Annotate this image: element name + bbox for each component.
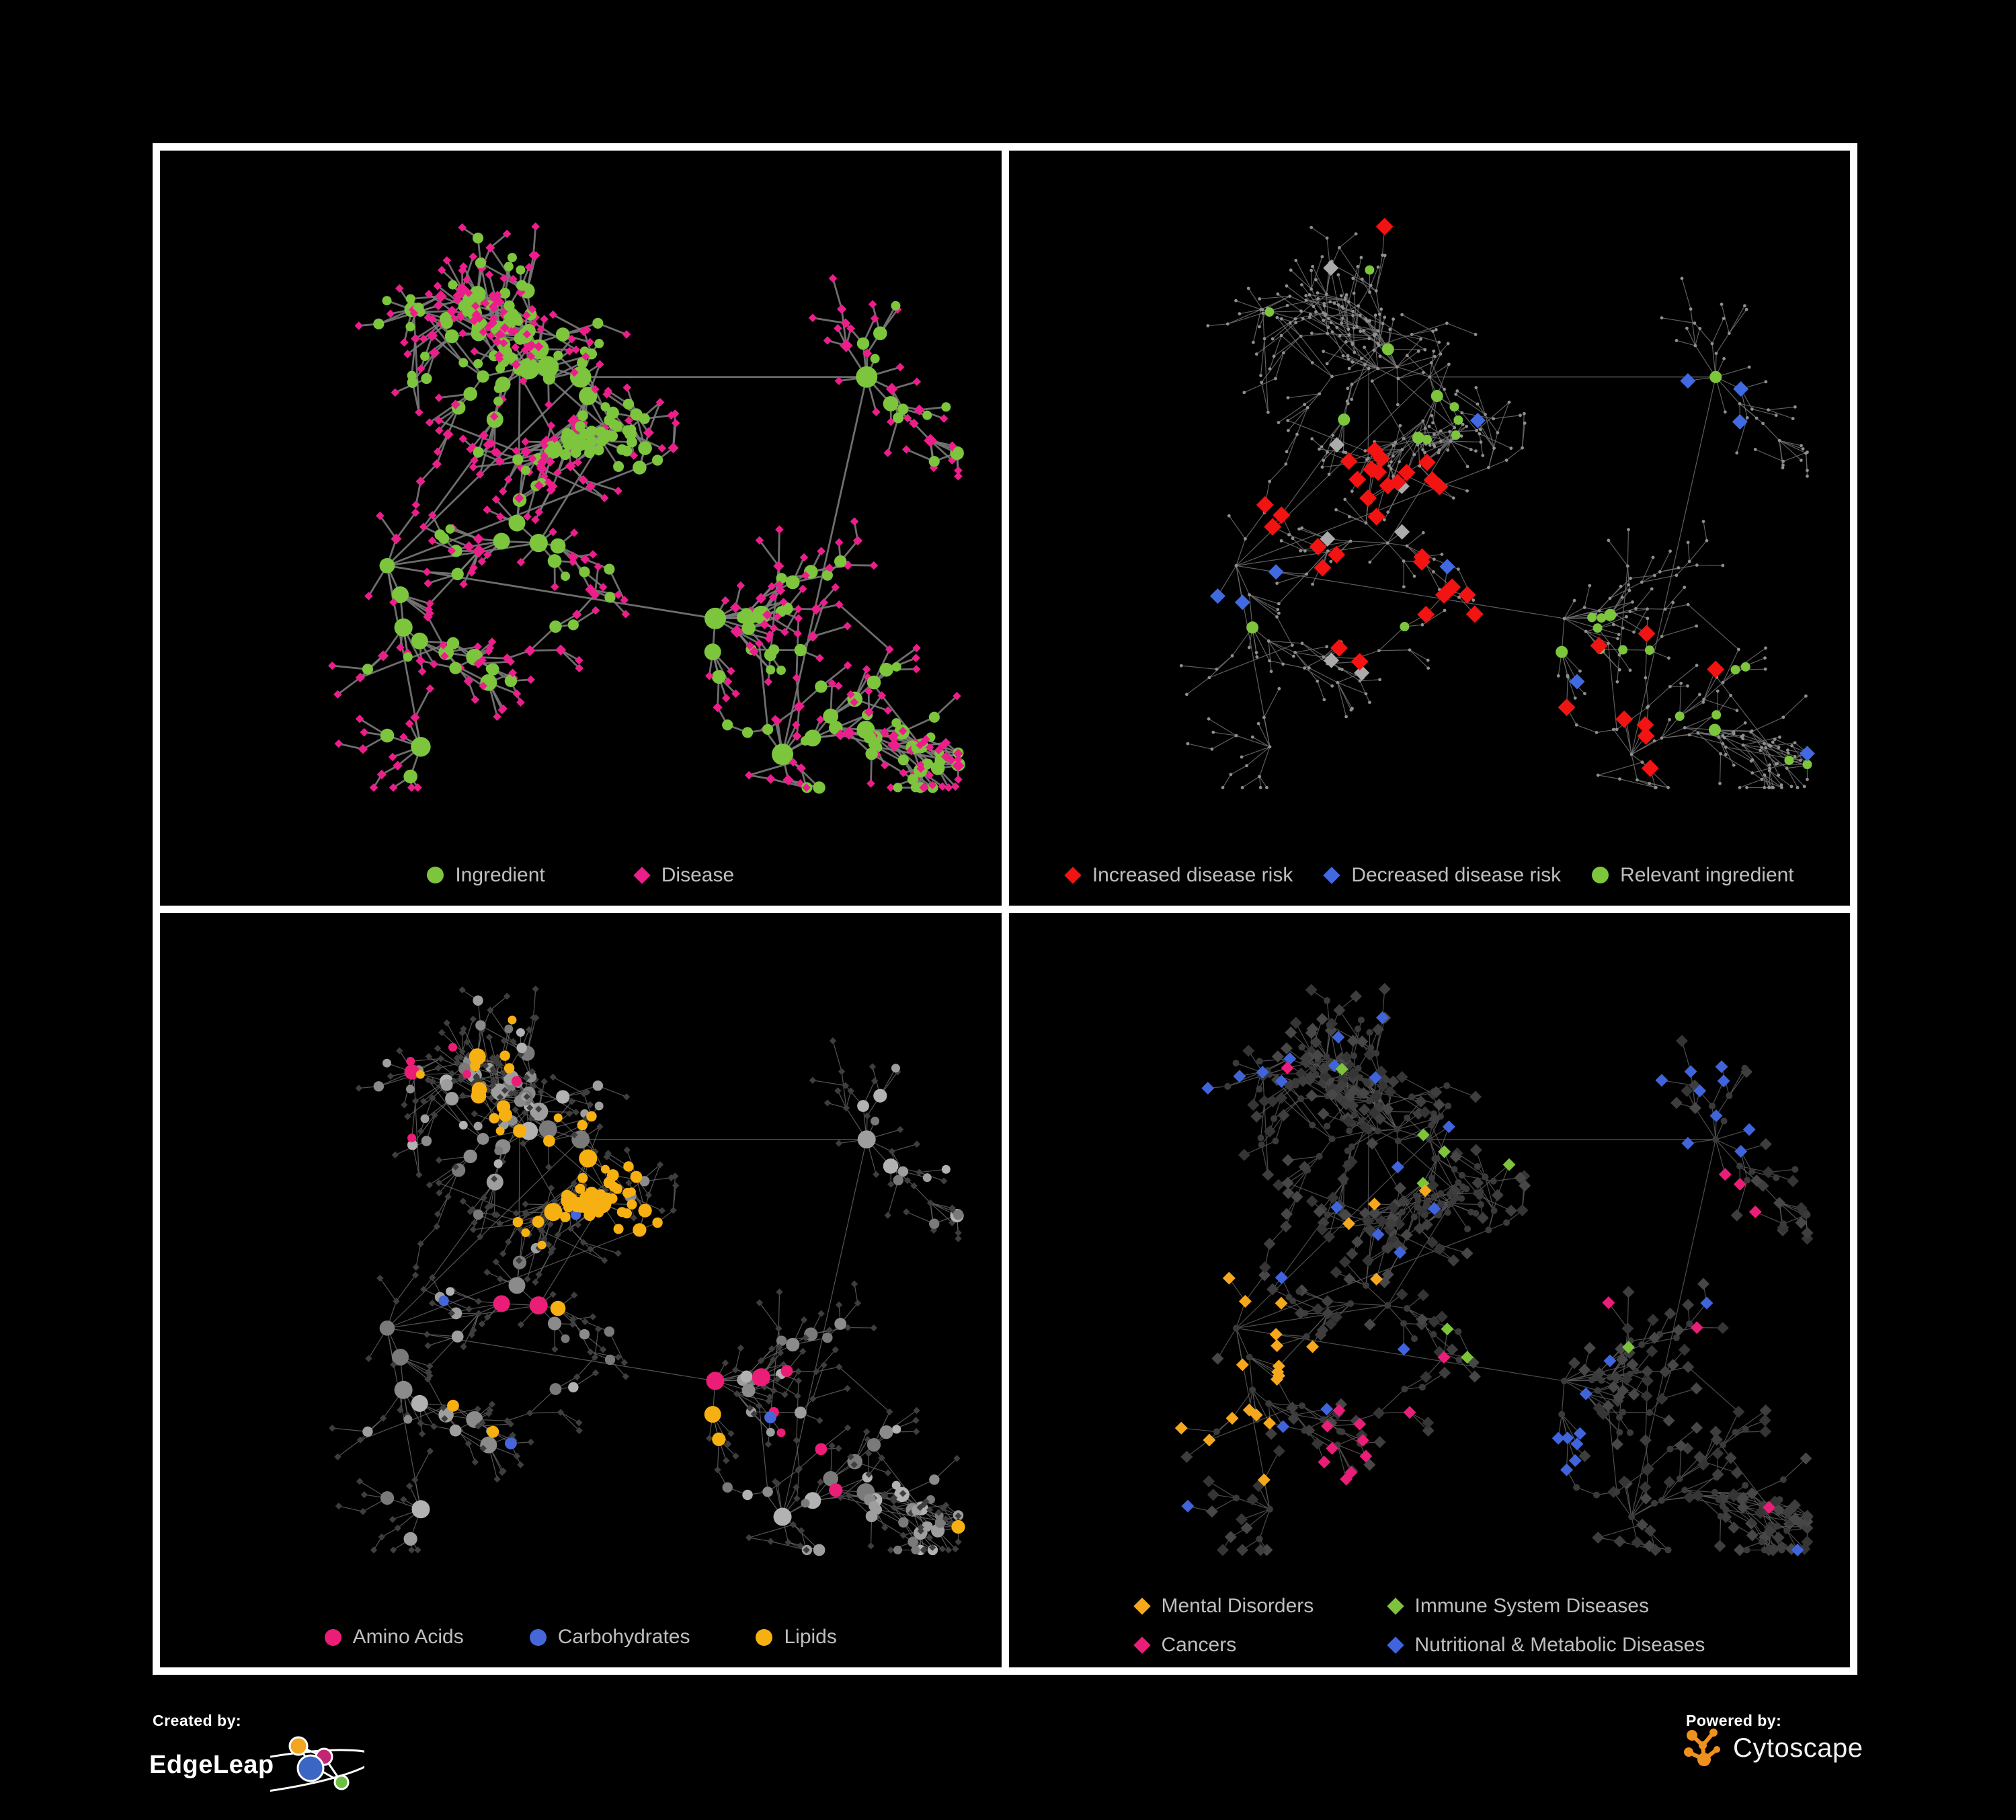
legend-label: Immune System Diseases <box>1414 1595 1649 1617</box>
legend: Amino Acids Carbohydrates Lipids <box>160 1626 1002 1649</box>
legend-label: Relevant ingredient <box>1620 863 1794 886</box>
legend-label: Increased disease risk <box>1092 863 1293 886</box>
legend-label: Lipids <box>784 1626 837 1648</box>
legend-swatch-circle-icon <box>1592 867 1609 883</box>
legend: Mental Disorders Immune System Diseases Ca… <box>1133 1595 1705 1657</box>
legend-item: Ingredient <box>427 864 545 887</box>
cytoscape-logo: Cytoscape <box>1683 1727 1863 1770</box>
legend-label: Cancers <box>1161 1634 1237 1656</box>
legend-swatch-diamond-icon <box>633 866 651 884</box>
legend-label: Amino Acids <box>352 1626 464 1648</box>
network-graph-ingredient-classes <box>329 985 965 1556</box>
legend-swatch-diamond-icon <box>1133 1636 1151 1654</box>
legend-swatch-diamond-icon <box>1323 866 1341 884</box>
panel-ingredient-disease: Ingredient Disease <box>160 151 1002 906</box>
edgeleap-logo: EdgeLeap <box>149 1731 364 1798</box>
panel-ingredient-classes: Amino Acids Carbohydrates Lipids <box>160 912 1002 1667</box>
edgeleap-network-icon <box>270 1736 364 1797</box>
legend: Ingredient Disease <box>160 864 1002 887</box>
panel-disease-categories: Mental Disorders Immune System Diseases Ca… <box>1008 912 1850 1667</box>
powered-by-label: Powered by: <box>1686 1712 1782 1729</box>
legend-label: Ingredient <box>455 863 545 886</box>
legend-label: Mental Disorders <box>1161 1595 1314 1617</box>
network-graph-disease-categories <box>1174 982 1813 1556</box>
legend-item: Decreased disease risk <box>1323 863 1562 887</box>
legend-item: Amino Acids <box>324 1626 464 1649</box>
legend-swatch-circle-icon <box>324 1628 341 1646</box>
edgeleap-wordmark: EdgeLeap <box>149 1750 274 1779</box>
legend-swatch-diamond-icon <box>1133 1597 1151 1615</box>
panel-disease-risk: Increased disease risk Decreased disease … <box>1008 151 1851 906</box>
figure-grid: Ingredient Disease Increased disease risk… <box>153 143 1857 1675</box>
legend-label: Carbohydrates <box>557 1626 690 1648</box>
network-graph-ingredient-disease <box>327 222 965 794</box>
legend-item: Nutritional & Metabolic Diseases <box>1386 1634 1705 1657</box>
legend-label: Disease <box>661 863 735 886</box>
cytoscape-network-icon <box>1684 1729 1720 1766</box>
network-graph-disease-risk <box>1179 218 1815 789</box>
legend-item: Immune System Diseases <box>1386 1595 1649 1618</box>
legend-item: Disease <box>633 863 735 887</box>
legend-item: Mental Disorders <box>1133 1595 1314 1618</box>
legend-swatch-diamond-icon <box>1386 1597 1404 1615</box>
legend-swatch-circle-icon <box>756 1628 773 1646</box>
legend-item: Carbohydrates <box>529 1626 690 1649</box>
legend-item: Cancers <box>1133 1634 1237 1657</box>
legend-swatch-circle-icon <box>427 867 444 883</box>
cytoscape-wordmark: Cytoscape <box>1733 1733 1863 1763</box>
legend-item: Increased disease risk <box>1064 863 1293 887</box>
legend: Increased disease risk Decreased disease … <box>1009 864 1851 887</box>
legend-swatch-diamond-icon <box>1386 1636 1404 1654</box>
legend-item: Relevant ingredient <box>1592 864 1794 887</box>
legend-swatch-circle-icon <box>529 1628 547 1646</box>
legend-label: Nutritional & Metabolic Diseases <box>1414 1634 1705 1656</box>
legend-label: Decreased disease risk <box>1351 863 1562 886</box>
legend-item: Lipids <box>756 1626 837 1649</box>
created-by-label: Created by: <box>153 1712 242 1729</box>
legend-swatch-diamond-icon <box>1064 866 1082 884</box>
